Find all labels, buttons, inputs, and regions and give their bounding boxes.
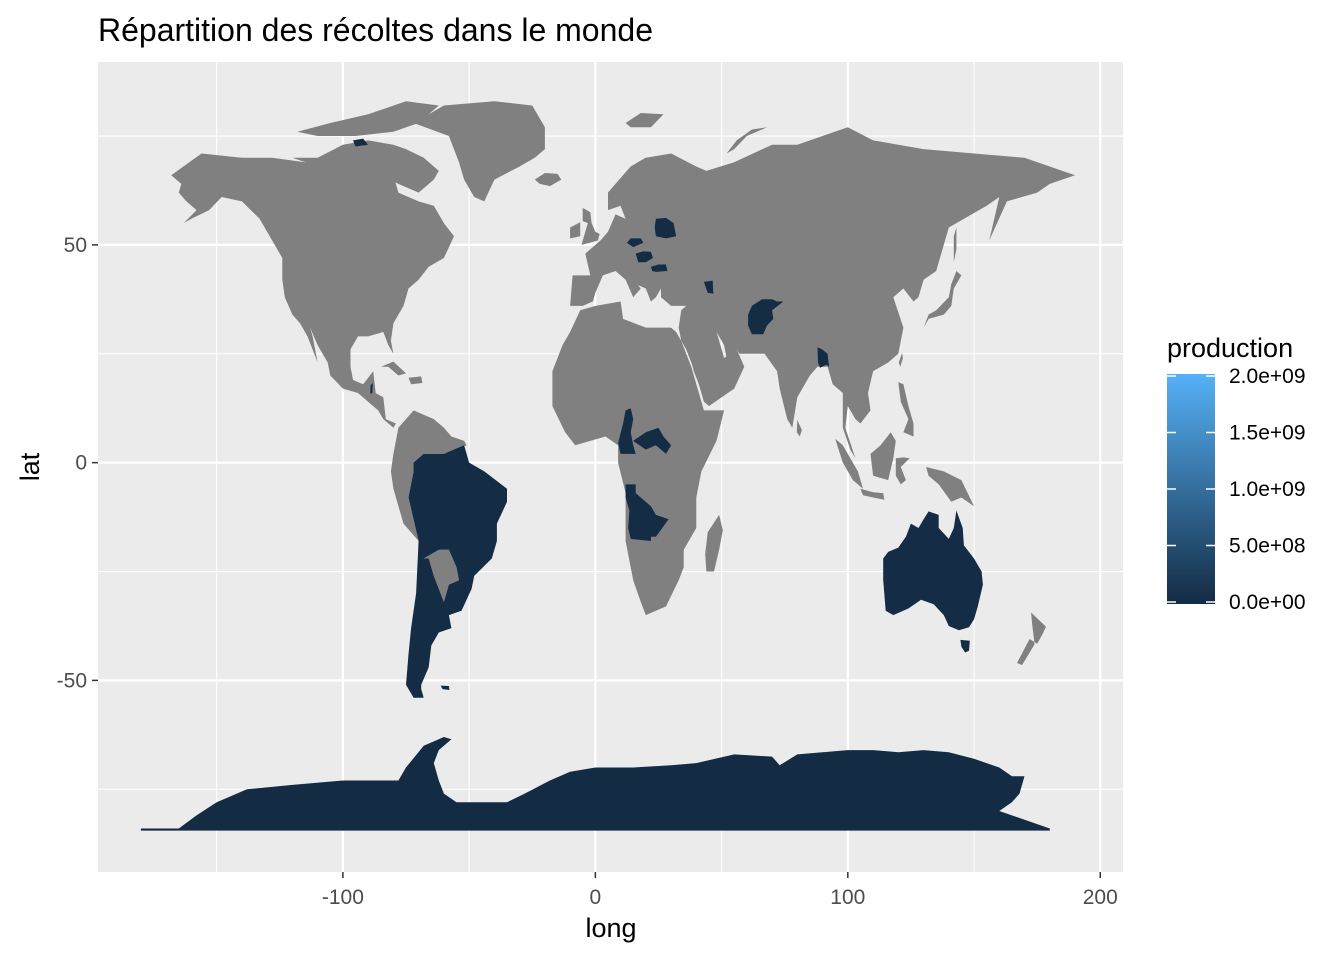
legend-tick-label: 1.0e+09 bbox=[1229, 478, 1306, 501]
region-north-america bbox=[171, 149, 454, 428]
region-hungary bbox=[635, 251, 653, 263]
region-sumatra bbox=[835, 438, 863, 489]
x-tick-label: 200 bbox=[1083, 886, 1118, 909]
region-canadian-arctic bbox=[292, 140, 439, 193]
region-africa bbox=[552, 301, 725, 616]
y-tick-label: 50 bbox=[64, 234, 87, 257]
region-sri-lanka bbox=[796, 420, 802, 437]
legend-tick-label: 5.0e+08 bbox=[1229, 535, 1306, 558]
y-tick-label: -50 bbox=[57, 669, 87, 692]
region-antarctica bbox=[140, 737, 1050, 831]
legend-ticks: 2.0e+09 1.5e+09 1.0e+09 5.0e+08 0.0e+00 bbox=[1167, 365, 1306, 614]
region-ukraine-patch bbox=[626, 238, 644, 248]
map-regions bbox=[140, 101, 1075, 831]
region-australia bbox=[883, 510, 983, 631]
x-axis: -100 0 100 200 bbox=[322, 872, 1118, 909]
region-greenland bbox=[413, 101, 545, 202]
region-ireland bbox=[570, 222, 581, 239]
region-philippines bbox=[898, 382, 914, 437]
region-scandinavia-fill bbox=[608, 157, 666, 219]
x-tick-label: 100 bbox=[830, 886, 865, 909]
region-novaya-zemlya bbox=[726, 127, 767, 154]
region-borneo bbox=[870, 432, 896, 481]
region-taiwan bbox=[898, 352, 903, 367]
legend-tick-label: 2.0e+09 bbox=[1229, 365, 1306, 388]
region-baffin-region-patch bbox=[353, 138, 369, 147]
legend-tick-label: 0.0e+00 bbox=[1229, 591, 1306, 614]
chart-title: Répartition des récoltes dans le monde bbox=[98, 12, 653, 48]
region-zambia bbox=[625, 484, 669, 541]
region-south-america-guianas-andes-paraguay bbox=[390, 410, 467, 602]
region-sakhalin bbox=[953, 227, 957, 263]
region-afghanistan bbox=[748, 299, 784, 335]
region-java bbox=[860, 488, 885, 500]
y-axis-label: lat bbox=[15, 452, 45, 481]
region-arctic-islands bbox=[297, 101, 439, 136]
legend: production 2.0e+09 1.5e+09 1.0e+09 5.0e+08 0… bbox=[1167, 333, 1306, 614]
region-svalbard bbox=[625, 113, 664, 128]
region-new-zealand bbox=[1017, 612, 1046, 666]
region-great-britain-and-ireland bbox=[581, 207, 600, 245]
region-new-guinea bbox=[926, 467, 974, 507]
region-caribbean-cuba bbox=[380, 361, 406, 376]
x-axis-label: long bbox=[585, 913, 636, 943]
region-iceland bbox=[534, 173, 562, 187]
region-japan bbox=[923, 271, 962, 328]
region-caribbean-hispaniola bbox=[408, 376, 423, 385]
y-axis: -50 0 50 bbox=[57, 234, 98, 692]
y-tick-label: 0 bbox=[75, 452, 87, 475]
region-romania-patch bbox=[650, 264, 668, 272]
region-cameroon bbox=[618, 408, 636, 454]
region-central-africa-patch bbox=[633, 427, 672, 454]
region-central-america-patch bbox=[370, 383, 373, 394]
region-sulawesi bbox=[895, 457, 910, 485]
x-tick-label: 0 bbox=[590, 886, 602, 909]
region-tasmania bbox=[960, 639, 970, 653]
region-madagascar bbox=[705, 514, 723, 572]
legend-title: production bbox=[1167, 333, 1293, 363]
region-armenia bbox=[703, 280, 714, 294]
region-south-america-brazil-argentina-chile bbox=[406, 445, 507, 698]
region-belarus bbox=[654, 217, 677, 239]
legend-tick-label: 1.5e+09 bbox=[1229, 422, 1306, 445]
x-tick-label: -100 bbox=[322, 886, 364, 909]
region-arabian-peninsula-fill bbox=[686, 332, 745, 406]
region-bangladesh bbox=[817, 347, 830, 368]
region-falkland-islands bbox=[440, 685, 450, 690]
